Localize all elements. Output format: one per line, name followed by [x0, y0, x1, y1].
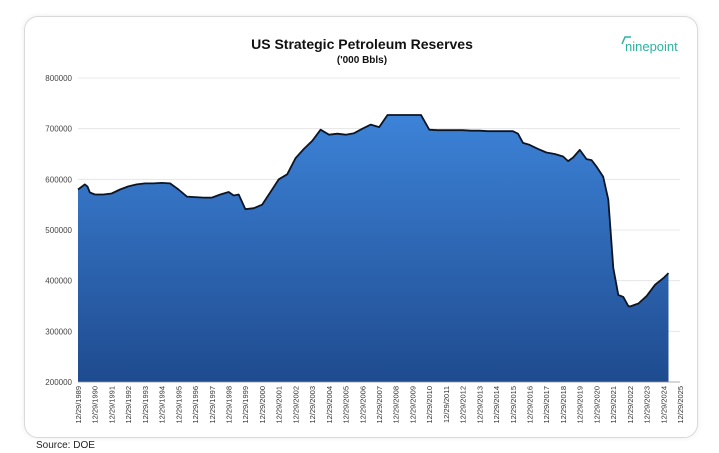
x-tick-label: 12/29/2014 [492, 386, 501, 424]
ninepoint-logo: ninepoint [621, 34, 685, 58]
x-tick-label: 12/29/2023 [643, 386, 652, 424]
x-tick-label: 12/29/2025 [676, 386, 685, 424]
x-tick-label: 12/29/1998 [225, 386, 234, 424]
x-tick-label: 12/29/1991 [107, 386, 116, 424]
x-tick-label: 12/29/1994 [158, 386, 167, 424]
x-axis: 12/29/1989 12/29/1990 12/29/1991 12/29/1992… [74, 381, 685, 424]
x-tick-label: 12/29/1999 [241, 386, 250, 424]
reserve-area [78, 115, 669, 382]
x-tick-label: 12/29/2022 [626, 386, 635, 424]
x-tick-label: 12/29/1990 [91, 386, 100, 424]
reserve-line [77, 114, 670, 308]
x-tick-label: 12/29/2017 [542, 386, 551, 424]
x-tick-label: 12/29/2010 [425, 386, 434, 424]
y-tick-label: 700000 [45, 125, 72, 134]
y-tick-label: 200000 [45, 378, 72, 387]
chart-subtitle: ('000 Bbls) [337, 55, 387, 66]
x-tick-label: 12/29/2013 [475, 386, 484, 424]
x-tick-label: 12/29/2024 [659, 386, 668, 424]
logo-mark: ninepoint [621, 36, 678, 54]
x-tick-label: 12/29/2001 [275, 386, 284, 424]
y-tick-label: 300000 [45, 327, 72, 336]
x-tick-label: 12/29/2008 [392, 386, 401, 424]
x-tick-label: 12/29/2018 [559, 386, 568, 424]
x-tick-label: 12/29/2015 [509, 386, 518, 424]
x-tick-label: 12/29/2005 [342, 386, 351, 424]
series-area [77, 114, 670, 382]
x-tick-label: 12/29/2000 [258, 386, 267, 424]
x-tick-label: 12/29/2020 [592, 386, 601, 424]
chart-title: US Strategic Petroleum Reserves [251, 36, 473, 52]
x-tick-label: 12/29/2019 [576, 386, 585, 424]
x-tick-label: 12/29/1997 [208, 386, 217, 424]
y-tick-label: 600000 [45, 175, 72, 184]
x-tick-label: 12/29/2004 [325, 386, 334, 424]
x-tick-label: 12/29/2021 [609, 386, 618, 424]
y-tick-label: 500000 [45, 226, 72, 235]
x-tick-label: 12/29/2012 [459, 386, 468, 424]
x-tick-label: 12/29/2002 [291, 386, 300, 424]
x-tick-label: 12/29/2009 [408, 386, 417, 424]
x-tick-label: 12/29/1996 [191, 386, 200, 424]
x-tick-label: 12/29/2007 [375, 386, 384, 424]
y-tick-label: 800000 [45, 74, 72, 83]
x-tick-label: 12/29/1993 [141, 386, 150, 424]
y-tick-label: 400000 [45, 277, 72, 286]
x-tick-label: 12/29/2003 [308, 386, 317, 424]
logo-text: ninepoint [625, 39, 678, 54]
x-tick-label: 12/29/1992 [124, 386, 133, 424]
x-tick-label: 12/29/2011 [442, 386, 451, 423]
x-tick-label: 12/29/1995 [174, 386, 183, 424]
x-tick-label: 12/29/2016 [526, 386, 535, 424]
x-tick-label: 12/29/2006 [358, 386, 367, 424]
x-tick-label: 12/29/1989 [74, 386, 83, 424]
y-axis: 200000 300000 400000 500000 600000 700000 8000… [45, 74, 72, 387]
source-note: Source: DOE [36, 440, 95, 451]
